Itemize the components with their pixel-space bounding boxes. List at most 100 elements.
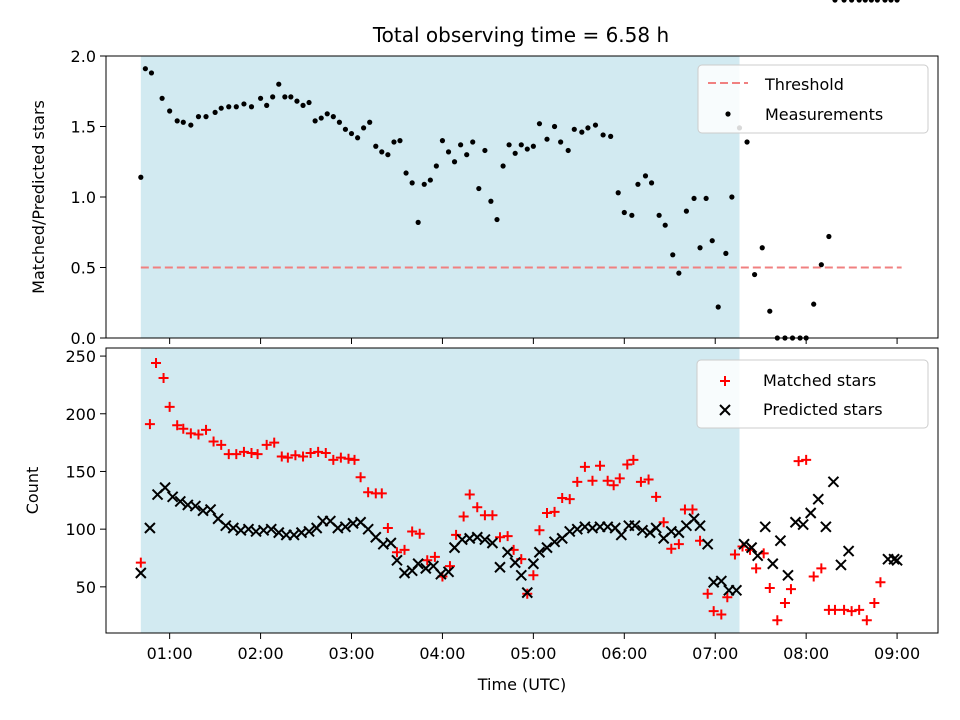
matched-star-point [595, 460, 606, 471]
predicted-star-point [494, 561, 506, 573]
chart-title: Total observing time = 6.58 h [372, 23, 669, 47]
matched-star-point [282, 452, 293, 463]
measurement-point [676, 270, 682, 276]
measurement-point [312, 118, 318, 124]
predicted-star-point [242, 523, 255, 535]
measurement-point [174, 118, 180, 124]
measurement-point [330, 114, 336, 120]
matched-star-point [564, 494, 575, 505]
measurement-point [524, 146, 530, 152]
matched-star-point [502, 531, 513, 542]
matched-star-point [298, 451, 309, 462]
measurement-point [818, 262, 824, 268]
matched-star-point [622, 459, 633, 470]
matched-star-point [751, 563, 762, 574]
ratio-y-ticks: 0.0 0.5 1.0 1.5 2.0 [71, 47, 106, 348]
matched-star-point [729, 549, 740, 560]
measurement-point [715, 304, 721, 310]
matched-star-point [328, 454, 339, 465]
matched-star-point [785, 584, 796, 595]
matched-star-point [216, 439, 227, 450]
matched-star-point [464, 489, 475, 500]
matched-star-point [534, 525, 545, 536]
measurement-point [476, 185, 482, 192]
measurement-point [288, 94, 294, 100]
matched-star-point [376, 488, 387, 499]
matched-star-point [542, 508, 553, 518]
predicted-star-point [515, 569, 527, 582]
matched-star-point [172, 420, 183, 431]
predicted-star-point [391, 554, 403, 567]
matched-star-point [557, 493, 568, 503]
measurement-point [433, 163, 439, 169]
matched-star-point [382, 523, 393, 533]
count-y-ticks: 50 100 150 200 250 [65, 347, 106, 597]
measurement-point [621, 209, 627, 216]
matched-star-point [320, 448, 331, 458]
x-tick-label: 04:00 [419, 644, 465, 663]
predicted-star-point [730, 584, 743, 597]
measurement-point [427, 177, 433, 183]
count-legend: Matched stars Predicted stars [696, 359, 929, 429]
observing-window-shade [140, 348, 740, 633]
matched-star-point [135, 557, 146, 568]
measurement-point [445, 149, 452, 155]
measurement-point [439, 138, 446, 144]
matched-star-point [305, 448, 316, 458]
measurement-point [558, 139, 564, 145]
x-tick-label: 08:00 [783, 644, 829, 663]
predicted-star-point [273, 526, 285, 539]
matched-star-point [313, 446, 324, 457]
measurement-point [585, 125, 591, 131]
predicted-star-point [820, 521, 832, 533]
measurement-point [729, 194, 735, 200]
measurement-point [662, 222, 668, 228]
matched-star-point [708, 606, 719, 617]
matched-star-point [208, 436, 219, 447]
matched-star-point [846, 606, 857, 617]
matched-star-point [608, 480, 619, 491]
predicted-star-point [174, 495, 186, 508]
measurement-point [500, 163, 506, 169]
predicted-star-point [827, 476, 840, 488]
ratio-y-axis-label: Matched/Predicted stars [29, 100, 48, 294]
measurement-point [506, 142, 512, 148]
measurement-point [670, 252, 676, 258]
measurement-point [518, 142, 524, 148]
predicted-star-point [159, 481, 171, 494]
matched-star-point [602, 475, 613, 486]
measurement-point [403, 170, 409, 176]
measurement-point [264, 102, 270, 108]
measurement-point [826, 233, 832, 240]
measurement-point [494, 216, 500, 223]
predicted-star-point [166, 491, 179, 503]
y-tick-label: 0.0 [71, 329, 96, 348]
measurement-point [385, 152, 391, 158]
predicted-star-point [533, 546, 546, 558]
matched-star-point [193, 429, 204, 440]
matched-star-point [875, 577, 886, 588]
measurement-point [642, 173, 649, 179]
legend-cross-symbol [719, 404, 731, 416]
matched-star-point [643, 474, 654, 485]
measurement-point [862, 0, 868, 3]
matched-star-point [343, 453, 354, 464]
measurement-point [233, 104, 239, 110]
predicted-star-point [303, 525, 315, 538]
matched-star-point [635, 476, 646, 487]
matched-star-point [716, 609, 727, 620]
measurement-point [138, 174, 144, 180]
predicted-star-point [842, 545, 855, 557]
measurement-point [488, 198, 494, 204]
matched-star-point [487, 510, 498, 521]
predicted-star-point [548, 536, 561, 548]
matched-star-point [816, 563, 827, 574]
matched-star-point [658, 517, 669, 528]
predicted-star-point [288, 529, 300, 541]
predicted-star-point [204, 503, 217, 516]
measurement-point [544, 136, 550, 142]
measurement-point [874, 0, 880, 3]
matched-star-point [407, 526, 418, 537]
matched-star-point [549, 506, 560, 517]
predicted-star-point [789, 516, 802, 528]
